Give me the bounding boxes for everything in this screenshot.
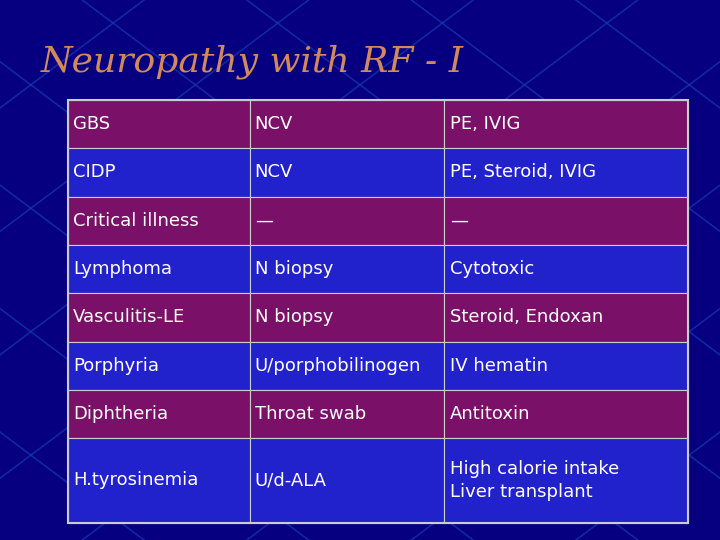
- Text: N biopsy: N biopsy: [255, 260, 333, 278]
- Text: NCV: NCV: [255, 115, 293, 133]
- Bar: [444, 148, 688, 197]
- Bar: [68, 341, 250, 390]
- Bar: [68, 197, 250, 245]
- Bar: [444, 341, 688, 390]
- Bar: [68, 438, 250, 523]
- Bar: [444, 293, 688, 341]
- Bar: [250, 341, 444, 390]
- Text: Critical illness: Critical illness: [73, 212, 199, 230]
- Bar: [68, 100, 250, 148]
- Text: GBS: GBS: [73, 115, 110, 133]
- Text: PE, IVIG: PE, IVIG: [450, 115, 521, 133]
- Bar: [250, 390, 444, 438]
- Text: IV hematin: IV hematin: [450, 357, 549, 375]
- Bar: [250, 100, 444, 148]
- Bar: [444, 390, 688, 438]
- Text: PE, Steroid, IVIG: PE, Steroid, IVIG: [450, 164, 596, 181]
- Text: —: —: [255, 212, 273, 230]
- Bar: [68, 390, 250, 438]
- Bar: [68, 293, 250, 341]
- Text: Porphyria: Porphyria: [73, 357, 159, 375]
- Bar: [444, 438, 688, 523]
- Text: Throat swab: Throat swab: [255, 405, 366, 423]
- Text: U/porphobilinogen: U/porphobilinogen: [255, 357, 421, 375]
- Bar: [250, 293, 444, 341]
- Text: Lymphoma: Lymphoma: [73, 260, 172, 278]
- Bar: [68, 148, 250, 197]
- Bar: [68, 100, 688, 523]
- Bar: [250, 148, 444, 197]
- Text: Cytotoxic: Cytotoxic: [450, 260, 534, 278]
- Text: H.tyrosinemia: H.tyrosinemia: [73, 471, 198, 489]
- Text: Neuropathy with RF - I: Neuropathy with RF - I: [40, 45, 464, 79]
- Bar: [250, 245, 444, 293]
- Text: High calorie intake
Liver transplant: High calorie intake Liver transplant: [450, 460, 620, 501]
- Text: Steroid, Endoxan: Steroid, Endoxan: [450, 308, 603, 326]
- Bar: [250, 438, 444, 523]
- Bar: [444, 245, 688, 293]
- Bar: [68, 245, 250, 293]
- Bar: [444, 197, 688, 245]
- Text: NCV: NCV: [255, 164, 293, 181]
- Text: Diphtheria: Diphtheria: [73, 405, 168, 423]
- Text: U/d-ALA: U/d-ALA: [255, 471, 327, 489]
- Bar: [250, 197, 444, 245]
- Text: —: —: [450, 212, 468, 230]
- Text: Vasculitis-LE: Vasculitis-LE: [73, 308, 185, 326]
- Bar: [444, 100, 688, 148]
- Text: Antitoxin: Antitoxin: [450, 405, 531, 423]
- Text: N biopsy: N biopsy: [255, 308, 333, 326]
- Text: CIDP: CIDP: [73, 164, 115, 181]
